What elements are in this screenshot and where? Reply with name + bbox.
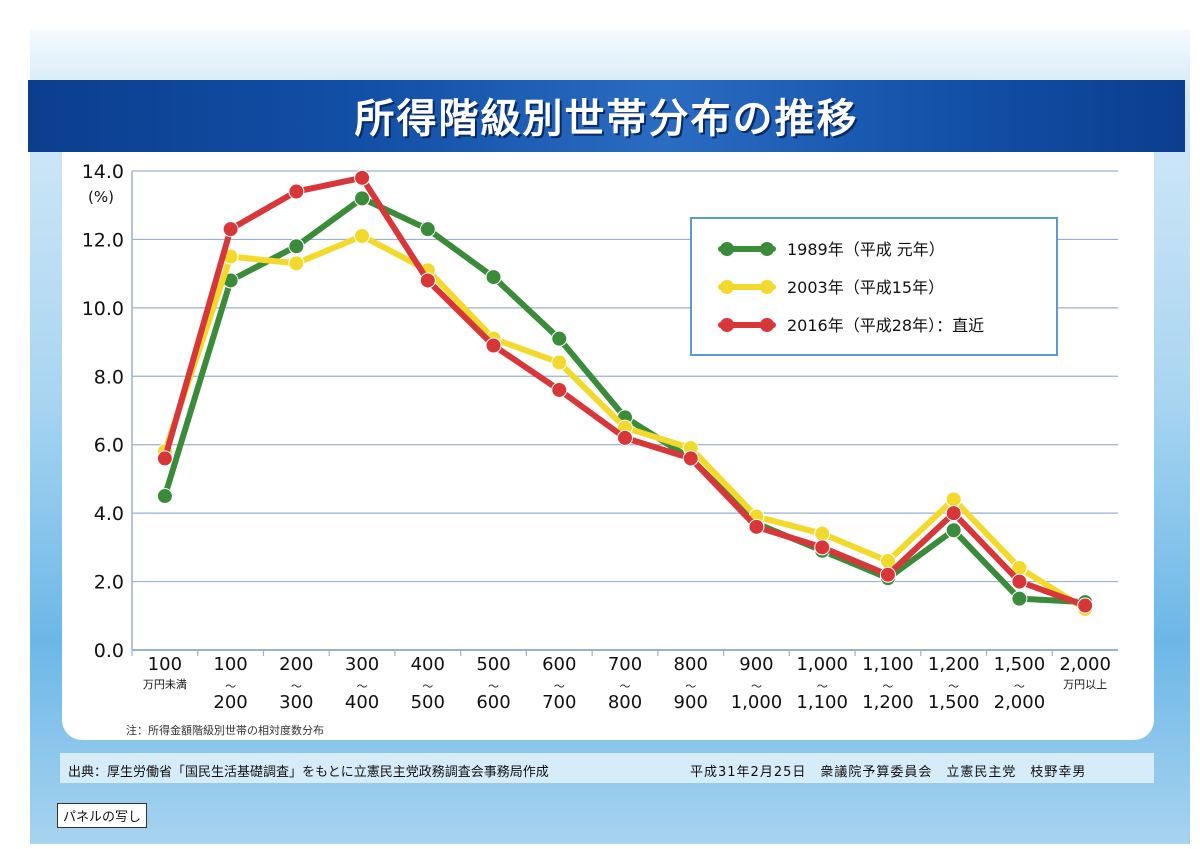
x-tick-label: 500 xyxy=(476,654,510,675)
x-tick-label: 300 xyxy=(345,654,379,675)
x-tick-separator: 〜 xyxy=(685,680,696,693)
data-point-2 xyxy=(617,429,633,446)
x-tick-separator: 〜 xyxy=(817,680,828,693)
x-tick-unit: 万円未満 xyxy=(143,678,187,691)
y-tick-label: 0.0 xyxy=(94,640,124,662)
data-point-2 xyxy=(354,169,371,186)
x-tick-separator: 〜 xyxy=(1014,680,1025,693)
data-point-2 xyxy=(879,566,896,583)
y-tick-label: 14.0 xyxy=(82,161,124,183)
x-tick-label-lower: 1,200 xyxy=(862,692,914,713)
source-text: 出典：厚生労働省「国民生活基礎調査」をもとに立憲民主党政務調査会事務局作成 xyxy=(68,765,549,780)
legend-swatch-dot xyxy=(760,280,774,294)
y-tick-label: 10.0 xyxy=(82,298,124,320)
x-tick-separator: 〜 xyxy=(554,680,565,693)
legend-label-1: 2003年（平成15年） xyxy=(787,278,944,297)
x-tick-label: 600 xyxy=(542,654,576,675)
data-point-0 xyxy=(551,330,568,347)
legend-swatch-dot xyxy=(720,280,734,294)
data-point-2 xyxy=(682,450,699,467)
footer-band xyxy=(60,753,1154,783)
x-tick-label: 1,500 xyxy=(994,654,1046,675)
data-point-2 xyxy=(1011,573,1028,590)
x-tick-label-lower: 600 xyxy=(476,692,510,713)
x-tick-unit: 万円以上 xyxy=(1063,678,1107,691)
x-tick-label-lower: 1,100 xyxy=(796,692,848,713)
data-point-1 xyxy=(354,228,371,245)
data-point-0 xyxy=(945,522,962,539)
data-point-2 xyxy=(945,505,962,522)
x-tick-label: 100 xyxy=(213,654,247,675)
x-tick-label: 1,000 xyxy=(796,654,848,675)
x-tick-label: 1,100 xyxy=(862,654,914,675)
data-point-1 xyxy=(288,255,305,272)
data-point-1 xyxy=(814,525,831,542)
data-point-2 xyxy=(288,183,305,200)
x-tick-label: 900 xyxy=(739,654,773,675)
x-tick-separator: 〜 xyxy=(488,680,499,693)
x-tick-separator: 〜 xyxy=(751,680,762,693)
legend-swatch-dot xyxy=(720,318,734,332)
x-tick-label-lower: 900 xyxy=(674,692,708,713)
data-point-2 xyxy=(222,221,239,238)
x-tick-separator: 〜 xyxy=(882,680,893,693)
data-point-2 xyxy=(551,381,568,398)
x-tick-separator: 〜 xyxy=(948,680,959,693)
title-band xyxy=(28,80,1185,152)
data-point-1 xyxy=(945,491,962,508)
y-unit-label: (%) xyxy=(88,188,114,206)
credit-text: 平成31年2月25日 衆議院予算委員会 立憲民主党 枝野幸男 xyxy=(690,765,1087,780)
legend-label-0: 1989年（平成 元年） xyxy=(787,240,945,259)
data-point-0 xyxy=(1011,590,1028,607)
x-tick-separator: 〜 xyxy=(620,680,631,693)
data-point-2 xyxy=(814,539,831,556)
y-tick-label: 12.0 xyxy=(82,229,124,251)
x-tick-label-lower: 1,000 xyxy=(731,692,783,713)
data-point-0 xyxy=(354,190,371,207)
x-tick-label: 400 xyxy=(411,654,445,675)
x-tick-label: 200 xyxy=(279,654,313,675)
y-tick-label: 4.0 xyxy=(94,503,124,525)
x-tick-label-lower: 200 xyxy=(213,692,247,713)
x-tick-label-lower: 1,500 xyxy=(928,692,980,713)
x-tick-label: 1,200 xyxy=(928,654,980,675)
chart-note: 注：所得金額階級別世帯の相対度数分布 xyxy=(126,724,324,737)
data-point-1 xyxy=(551,354,568,371)
page-title: 所得階級別世帯分布の推移 xyxy=(354,96,859,142)
legend-swatch-dot xyxy=(720,242,734,256)
x-tick-label-lower: 700 xyxy=(542,692,576,713)
x-tick-label-lower: 800 xyxy=(608,692,642,713)
x-tick-label-lower: 400 xyxy=(345,692,379,713)
data-point-0 xyxy=(156,488,173,505)
data-point-2 xyxy=(748,518,765,535)
x-tick-label: 2,000 xyxy=(1059,654,1111,675)
x-tick-label: 100 xyxy=(148,654,182,675)
x-tick-label: 800 xyxy=(674,654,708,675)
x-tick-separator: 〜 xyxy=(357,680,368,693)
x-tick-separator: 〜 xyxy=(422,680,433,693)
x-tick-label-lower: 300 xyxy=(279,692,313,713)
data-point-0 xyxy=(485,269,502,286)
y-tick-label: 8.0 xyxy=(94,366,124,388)
data-point-2 xyxy=(419,272,436,289)
x-tick-label: 700 xyxy=(608,654,642,675)
x-tick-separator: 〜 xyxy=(225,680,236,693)
y-tick-label: 2.0 xyxy=(94,572,124,594)
panel-copy-stamp: パネルの写し xyxy=(57,803,148,828)
data-point-2 xyxy=(1077,597,1094,614)
x-tick-separator: 〜 xyxy=(291,680,302,693)
legend-swatch-dot xyxy=(760,318,774,332)
data-point-2 xyxy=(485,337,502,354)
legend-swatch-dot xyxy=(760,242,774,256)
x-tick-label-lower: 2,000 xyxy=(994,692,1046,713)
x-tick-label-lower: 500 xyxy=(411,692,445,713)
legend-label-2: 2016年（平成28年）：直近 xyxy=(787,316,984,335)
data-point-0 xyxy=(288,238,305,255)
y-tick-label: 6.0 xyxy=(94,435,124,457)
data-point-0 xyxy=(419,221,436,238)
data-point-2 xyxy=(156,450,173,467)
